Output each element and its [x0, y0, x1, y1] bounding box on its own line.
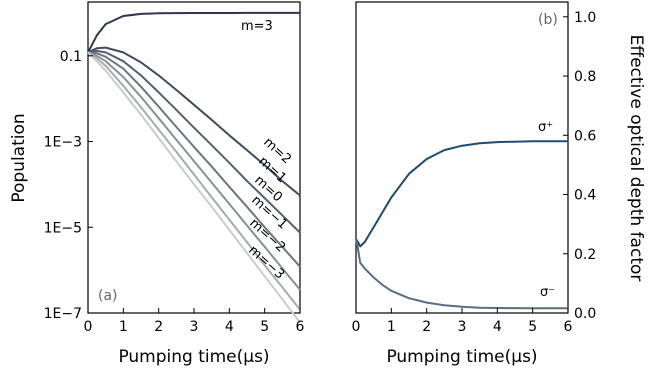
y-tick-label: 0.2 — [574, 247, 596, 263]
curve-label-0: m=3 — [241, 19, 273, 34]
panel-b-y-ticks: 0.0 0.2 0.4 0.6 0.8 1.0 — [563, 10, 596, 322]
y-tick-label: 0.1 — [60, 49, 82, 65]
x-tick-label: 2 — [154, 319, 163, 335]
panel-b-x-axis-title: Pumping time(μs) — [386, 347, 537, 367]
panel-b-frame — [355, 1, 569, 314]
series-line-a-4 — [87, 51, 301, 291]
series-line-a-0 — [87, 11, 300, 53]
series-line-a-1 — [87, 46, 301, 197]
panel-b-label: (b) — [538, 12, 558, 28]
x-tick-label: 5 — [260, 319, 269, 335]
y-tick-label: 1.0 — [574, 10, 596, 26]
series-line-a-2 — [87, 49, 301, 234]
x-tick-label: 3 — [190, 319, 199, 335]
y-tick-label: 1E−7 — [44, 306, 82, 322]
y-tick-label: 0.6 — [574, 128, 596, 144]
panel-a-curves — [87, 11, 301, 324]
panel-b-x-ticks: 0 1 2 3 4 5 6 — [352, 308, 573, 335]
x-tick-label: 4 — [493, 319, 502, 335]
panel-a-x-ticks: 0 1 2 3 4 5 6 — [84, 308, 305, 335]
x-tick-label: 2 — [422, 319, 431, 335]
panel-b-curves — [355, 140, 568, 310]
y-tick-label: 1E−3 — [44, 135, 82, 151]
series-line-a-6 — [87, 51, 301, 324]
y-tick-label: 0.4 — [574, 188, 596, 204]
panel-a-label: (a) — [98, 288, 118, 304]
x-tick-label: 5 — [528, 319, 537, 335]
x-tick-label: 6 — [564, 319, 573, 335]
panel-b: 0 1 2 3 4 5 6 0.0 0.2 0.4 0.6 0.8 1.0 σ⁺ σ⁻ (b) Pump… — [352, 1, 646, 367]
panel-a-y-ticks: 0.1 1E−3 1E−5 1E−7 — [44, 49, 93, 322]
series-line-a-3 — [87, 51, 301, 268]
y-tick-label: 0.8 — [574, 69, 596, 85]
series-line-a-5 — [87, 51, 301, 311]
y-tick-label: 1E−5 — [44, 220, 82, 236]
y-tick-label: 0.0 — [574, 306, 596, 322]
panel-b-y-axis-title: Effective optical depth factor — [626, 35, 646, 282]
curve-label-0: σ⁺ — [538, 120, 553, 135]
series-line-b-1 — [355, 238, 568, 310]
x-tick-label: 4 — [225, 319, 234, 335]
x-tick-label: 0 — [84, 319, 93, 335]
panel-a-y-axis-title: Population — [9, 113, 29, 202]
panel-b-curve-labels: σ⁺ σ⁻ — [538, 120, 555, 300]
x-tick-label: 1 — [387, 319, 396, 335]
curve-label-1: σ⁻ — [540, 285, 555, 300]
panel-a-x-axis-title: Pumping time(μs) — [118, 347, 269, 367]
x-tick-label: 6 — [296, 319, 305, 335]
x-tick-label: 0 — [352, 319, 361, 335]
x-tick-label: 1 — [119, 319, 128, 335]
x-tick-label: 3 — [458, 319, 467, 335]
series-line-b-0 — [355, 140, 568, 248]
